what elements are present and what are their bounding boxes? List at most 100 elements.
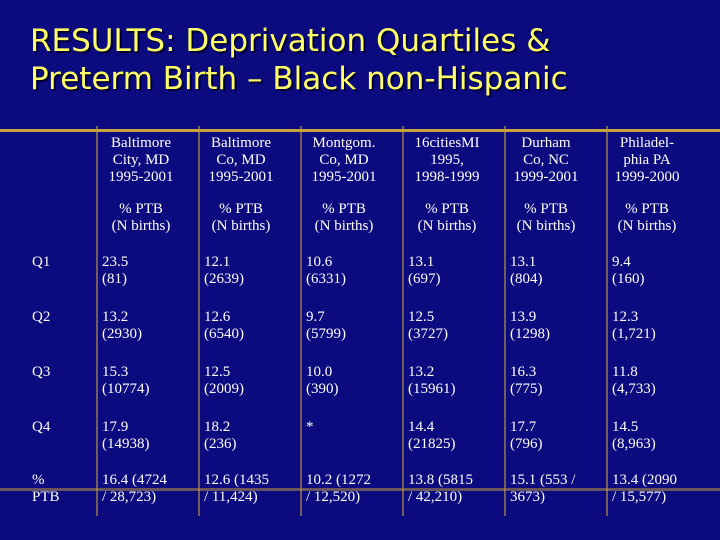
table-cell: 14.4 (21825) — [408, 419, 456, 453]
table-cell: 17.7 (796) — [510, 419, 543, 453]
column-header-line-1: Montgom. — [312, 135, 376, 151]
column-header-line-3: 1998-1999 — [414, 169, 480, 185]
column-unit-line-1: % PTB — [425, 201, 469, 217]
table-cell: 13.9 (1298) — [510, 309, 550, 343]
table-cell-line-1: 12.6 (1435 — [204, 472, 269, 488]
column-unit: % PTB (N births) — [599, 201, 695, 235]
table-cell-line-2: (3727) — [408, 326, 448, 342]
table-cell-line-1: 10.0 — [306, 364, 333, 380]
table-cell-line-2: (4,733) — [612, 381, 656, 397]
row-label-line-1: Q4 — [32, 419, 51, 435]
table-cell: 11.8 (4,733) — [612, 364, 656, 398]
slide-title: RESULTS: Deprivation Quartiles & Preterm… — [30, 22, 710, 98]
table-cell: 14.5 (8,963) — [612, 419, 656, 453]
table-cell: 10.0 (390) — [306, 364, 339, 398]
column-unit-line-1: % PTB — [524, 201, 568, 217]
column-unit-line-2: (N births) — [417, 218, 477, 234]
slide-title-line-1: RESULTS: Deprivation Quartiles & — [30, 23, 551, 59]
column-header-line-1: Philadel- — [619, 135, 675, 151]
column-unit: % PTB (N births) — [93, 201, 189, 235]
table-cell-line-1: 15.1 (553 / — [510, 472, 576, 488]
table-cell-line-2: (10774) — [102, 381, 150, 397]
row-label: % PTB — [32, 472, 60, 506]
table-cell-line-2: (796) — [510, 436, 543, 452]
table-cell-line-1: 9.7 — [306, 309, 325, 325]
table-cell-line-1: 13.8 (5815 — [408, 472, 473, 488]
table-cell-line-1: 13.4 (2090 — [612, 472, 677, 488]
table-cell-line-1: 15.3 — [102, 364, 129, 380]
table-cell-line-2: (1298) — [510, 326, 550, 342]
table-cell-line-1: 17.7 — [510, 419, 537, 435]
table-cell: 13.2 (15961) — [408, 364, 456, 398]
row-label-line-1: Q1 — [32, 254, 51, 270]
table-cell-line-1: 18.2 — [204, 419, 231, 435]
table-cell-line-2: (160) — [612, 271, 645, 287]
table-cell: * — [306, 419, 314, 436]
table-cell-line-2: (2930) — [102, 326, 142, 342]
column-unit-line-2: (N births) — [211, 218, 271, 234]
table-cell-line-2: (804) — [510, 271, 543, 287]
table-cell-line-2: (236) — [204, 436, 237, 452]
table-cell: 18.2 (236) — [204, 419, 237, 453]
column-unit-line-2: (N births) — [516, 218, 576, 234]
table-cell-line-1: 13.1 — [510, 254, 537, 270]
table-cell-line-1: 16.3 — [510, 364, 537, 380]
column-header-line-2: Co, MD — [216, 152, 266, 168]
table-cell-line-1: 11.8 — [612, 364, 638, 380]
table-cell: 13.2 (2930) — [102, 309, 142, 343]
table-cell-line-1: 12.6 — [204, 309, 231, 325]
column-unit-line-1: % PTB — [119, 201, 163, 217]
table-cell-line-2: / 28,723) — [102, 489, 157, 505]
column-divider — [402, 126, 404, 516]
table-cell-line-2: (8,963) — [612, 436, 656, 452]
table-cell-line-2: (14938) — [102, 436, 150, 452]
table-cell-line-2: (1,721) — [612, 326, 656, 342]
table-cell-line-1: 13.9 — [510, 309, 537, 325]
table-cell: 10.6 (6331) — [306, 254, 346, 288]
row-label-line-1: % — [32, 472, 45, 488]
row-label-line-2: PTB — [32, 489, 60, 505]
row-label: Q2 — [32, 309, 50, 326]
table-cell: 12.5 (3727) — [408, 309, 448, 343]
column-header-line-2: 1995, — [430, 152, 464, 168]
column-header: 16citiesMI 1995, 1998-1999 — [399, 135, 495, 186]
table-cell-line-1: 10.2 (1272 — [306, 472, 371, 488]
table-cell-line-2: (5799) — [306, 326, 346, 342]
table-cell: 12.6 (6540) — [204, 309, 244, 343]
table-cell-line-1: 14.4 — [408, 419, 435, 435]
column-header-line-3: 1999-2001 — [513, 169, 579, 185]
table-cell-line-1: 12.5 — [408, 309, 435, 325]
table-cell-line-1: 12.3 — [612, 309, 639, 325]
table-cell: 15.3 (10774) — [102, 364, 150, 398]
table-cell-line-2: (775) — [510, 381, 543, 397]
table-cell-line-2: / 11,424) — [204, 489, 258, 505]
table-cell-line-1: 13.2 — [408, 364, 435, 380]
column-header-line-1: Durham — [521, 135, 571, 151]
table-cell-line-1: 23.5 — [102, 254, 129, 270]
table-cell: 9.7 (5799) — [306, 309, 346, 343]
table-cell-line-2: (2639) — [204, 271, 244, 287]
column-unit-line-2: (N births) — [617, 218, 677, 234]
column-unit-line-1: % PTB — [219, 201, 263, 217]
column-header: Montgom. Co, MD 1995-2001 — [296, 135, 392, 186]
table-cell-line-1: 13.2 — [102, 309, 129, 325]
column-divider — [198, 126, 200, 516]
table-cell: 10.2 (1272/ 12,520) — [306, 472, 371, 506]
row-label-line-1: Q3 — [32, 364, 51, 380]
table-cell: 16.4 (4724/ 28,723) — [102, 472, 167, 506]
table-cell: 12.1 (2639) — [204, 254, 244, 288]
table-cell-line-1: 14.5 — [612, 419, 639, 435]
table-cell: 13.4 (2090/ 15,577) — [612, 472, 677, 506]
column-unit-line-2: (N births) — [314, 218, 374, 234]
table-cell: 13.1 (697) — [408, 254, 441, 288]
table-cell-line-2: 3673) — [510, 489, 545, 505]
column-header-line-2: Co, NC — [523, 152, 569, 168]
column-divider — [504, 126, 506, 516]
table-cell-line-1: 12.1 — [204, 254, 231, 270]
table-cell-line-1: 17.9 — [102, 419, 129, 435]
column-divider — [606, 126, 608, 516]
table-cell: 23.5 (81) — [102, 254, 128, 288]
table-cell: 12.6 (1435/ 11,424) — [204, 472, 269, 506]
table-cell: 12.5 (2009) — [204, 364, 244, 398]
table-cell-line-2: (21825) — [408, 436, 456, 452]
